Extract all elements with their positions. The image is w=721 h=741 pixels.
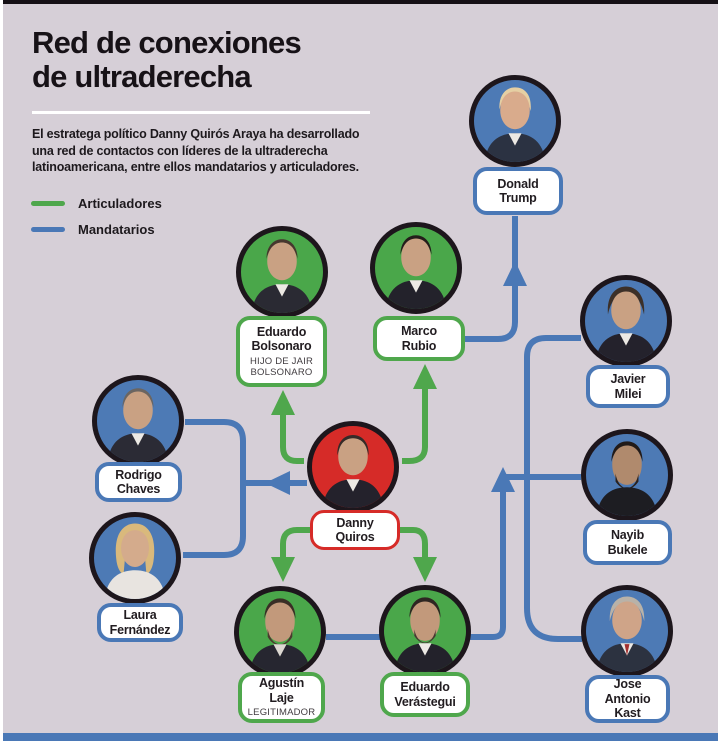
node-label-laura-fernandez: Laura Fernández <box>97 603 183 642</box>
legend-label-mandatarios: Mandatarios <box>78 222 155 237</box>
node-photo-danny-quiros <box>307 421 399 513</box>
name-line: Nayib <box>610 528 645 542</box>
arrow-up-bukele <box>491 467 515 492</box>
name-line: Eduardo <box>256 324 307 339</box>
node-label-javier-milei: Javier Milei <box>586 365 670 408</box>
node-photo-eduardo-bolsonaro <box>236 226 328 318</box>
edge-danny-bolsonaro <box>280 398 304 464</box>
person-photo <box>104 523 166 599</box>
role-line: LEGITIMADOR <box>247 707 316 719</box>
arrow-up-bolsonaro <box>271 390 295 415</box>
person-photo <box>385 235 447 309</box>
edge-danny-verastegui <box>399 527 428 558</box>
node-photo-nayib-bukele <box>581 429 673 521</box>
name-line: Danny <box>336 515 374 530</box>
node-photo-laura-fernandez <box>89 512 181 604</box>
bottom-accent-bar <box>3 733 718 741</box>
name-line: Chaves <box>116 482 161 496</box>
name-line: Bukele <box>607 542 648 557</box>
person-photo <box>596 441 658 516</box>
node-photo-marco-rubio <box>370 222 462 314</box>
node-label-eduardo-bolsonaro: Eduardo Bolsonaro HIJO DE JAIR BOLSONARO <box>236 316 327 387</box>
name-line: Marco <box>401 324 437 338</box>
name-line: Javier <box>610 372 646 386</box>
name-line: Eduardo <box>400 680 450 694</box>
arrow-up-rubio <box>413 364 437 389</box>
name-line: Verástegui <box>394 694 456 709</box>
top-accent-bar <box>3 0 718 4</box>
name-line: Milei <box>614 386 642 401</box>
person-photo <box>322 435 384 508</box>
person-photo <box>251 239 313 313</box>
node-photo-agustin-laje <box>234 586 326 678</box>
page-title: Red de conexiones de ultraderecha <box>32 25 302 94</box>
legend-swatch-green <box>31 201 65 206</box>
legend-swatch-blue <box>31 227 65 232</box>
title-divider <box>32 111 370 114</box>
node-label-agustin-laje: Agustín Laje LEGITIMADOR <box>238 672 325 723</box>
legend-mandatarios: Mandatarios <box>31 222 155 237</box>
name-line: Quiros <box>335 530 375 544</box>
name-line: Laje <box>269 690 294 705</box>
role-line: HIJO DE JAIR <box>249 355 314 367</box>
edge-chaves-laura-trunk <box>183 419 246 558</box>
name-line: Kast <box>614 706 641 721</box>
node-photo-rodrigo-chaves <box>92 375 184 467</box>
arrow-left-chaves <box>265 471 290 495</box>
title-line-1: Red de conexiones <box>32 25 302 60</box>
person-photo <box>394 597 456 672</box>
intro-line-1: El estratega político Danny Quirós Araya… <box>32 127 360 141</box>
name-line: Laura <box>123 608 157 622</box>
intro-line-3: latinoamericana, entre ellos mandatarios… <box>32 160 359 174</box>
person-photo <box>107 388 169 462</box>
person-photo <box>484 87 546 162</box>
legend-articuladores: Articuladores <box>31 196 162 211</box>
name-line: Fernández <box>109 622 171 637</box>
node-label-rodrigo-chaves: Rodrigo Chaves <box>95 462 182 502</box>
title-line-2: de ultraderecha <box>32 59 252 94</box>
name-line: Trump <box>499 191 537 205</box>
edge-rubio-trump <box>465 216 518 342</box>
edge-danny-laje <box>280 527 311 558</box>
edge-danny-rubio <box>402 372 428 464</box>
node-label-danny-quiros: Danny Quiros <box>310 510 400 550</box>
arrow-up-trump <box>503 261 527 286</box>
name-line: Bolsonaro <box>251 339 312 353</box>
node-photo-jose-antonio-kast <box>581 585 673 677</box>
name-line: Agustín <box>258 676 305 691</box>
person-photo <box>595 286 657 362</box>
arrow-down-verastegui <box>413 557 437 582</box>
node-label-eduardo-verastegui: Eduardo Verástegui <box>380 672 470 717</box>
arrow-down-laje <box>271 557 295 582</box>
edge-milei-kast <box>524 335 582 642</box>
role-line: BOLSONARO <box>250 367 313 378</box>
legend-label-articuladores: Articuladores <box>78 196 162 211</box>
name-line: Donald <box>497 176 539 191</box>
intro-text: El estratega político Danny Quirós Araya… <box>32 126 360 176</box>
name-line: Rodrigo <box>115 467 162 482</box>
name-line: Rubio <box>401 338 437 353</box>
node-label-nayib-bukele: Nayib Bukele <box>583 520 672 565</box>
node-photo-javier-milei <box>580 275 672 367</box>
node-photo-eduardo-verastegui <box>379 585 471 677</box>
intro-line-2: una red de contactos con líderes de la u… <box>32 143 328 158</box>
edge-laje-verastegui-up <box>326 486 506 640</box>
person-photo <box>249 598 311 673</box>
node-label-jose-antonio-kast: Jose Antonio Kast <box>585 675 670 723</box>
name-line: Jose Antonio <box>604 677 651 706</box>
node-photo-donald-trump <box>469 75 561 167</box>
person-photo <box>596 596 658 672</box>
node-label-donald-trump: Donald Trump <box>473 167 563 215</box>
node-label-marco-rubio: Marco Rubio <box>373 316 465 361</box>
